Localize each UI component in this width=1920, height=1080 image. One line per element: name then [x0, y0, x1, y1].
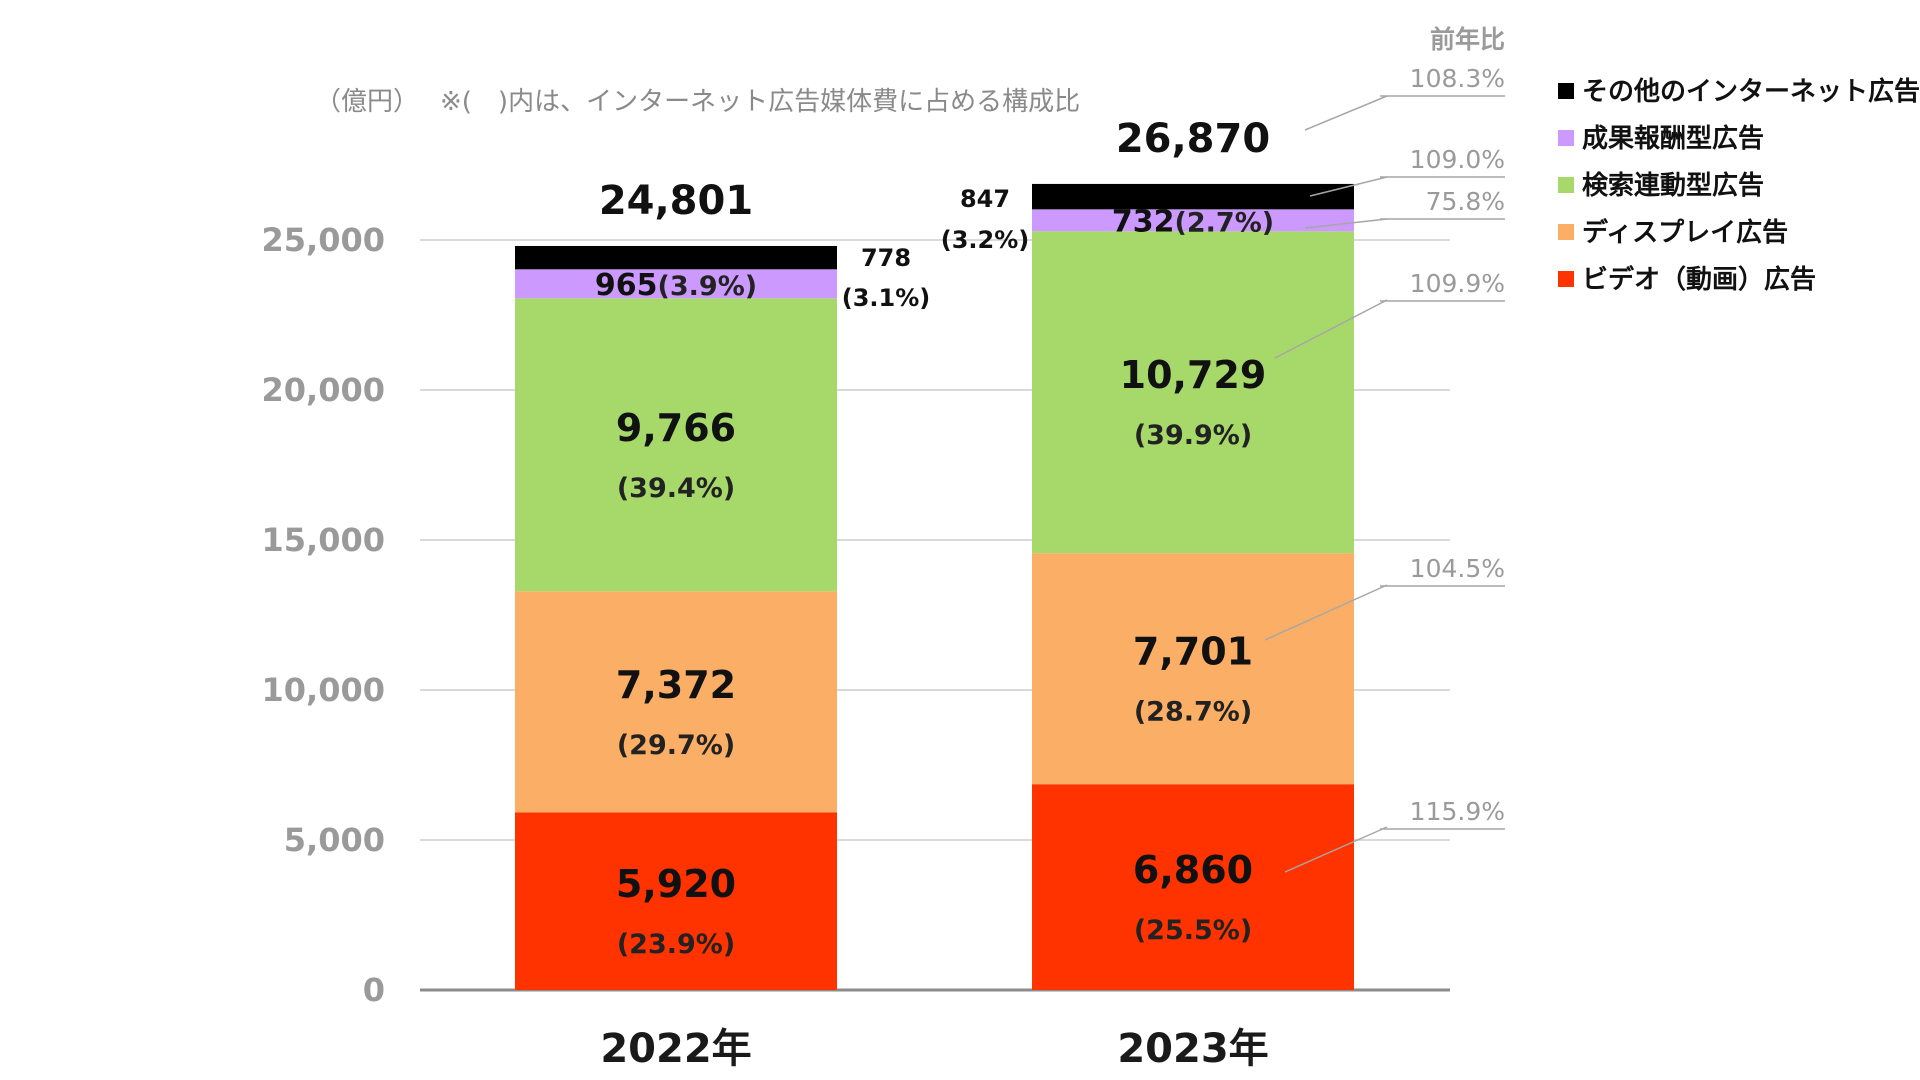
bars: [515, 183, 1354, 990]
value-label: 7,372: [616, 663, 736, 707]
yoy-leader-line: [1274, 299, 1388, 359]
bar-segment: [1032, 553, 1354, 785]
percent-label: (3.1%): [842, 284, 931, 312]
x-category-label: 2022年: [600, 1026, 751, 1072]
legend-label: ビデオ（動画）広告: [1582, 264, 1816, 295]
yoy-leader-line: [1309, 176, 1388, 197]
percent-label: (29.7%): [617, 730, 735, 761]
legend-label: その他のインターネット広告: [1582, 76, 1920, 107]
yoy-leader-line: [1284, 826, 1388, 873]
y-tick-label: 10,000: [262, 671, 385, 709]
y-tick-label: 5,000: [284, 821, 385, 859]
yoy-leader-line: [1304, 218, 1388, 229]
legend-swatch: [1558, 271, 1574, 287]
percent-label: (39.9%): [1134, 420, 1252, 451]
percent-label: (25.5%): [1134, 915, 1252, 946]
value-label: 965(3.9%): [595, 268, 757, 303]
value-label: 5,920: [616, 862, 736, 906]
bar-segment: [1032, 784, 1354, 990]
yoy-label: 75.8%: [1426, 187, 1505, 216]
legend-swatch: [1558, 83, 1574, 99]
bar-segment: [1032, 183, 1354, 210]
bar-segment: [1032, 209, 1354, 232]
yoy-label: 109.0%: [1410, 145, 1505, 174]
total-label: 24,801: [599, 178, 753, 224]
bar-segment: [515, 298, 837, 592]
legend-label: ディスプレイ広告: [1582, 217, 1788, 248]
value-label: 847: [960, 185, 1010, 213]
chart-note: ※( )内は、インターネット広告媒体費に占める構成比: [440, 87, 1080, 117]
legend-label: 成果報酬型広告: [1582, 123, 1764, 154]
legend: その他のインターネット広告成果報酬型広告検索連動型広告ディスプレイ広告ビデオ（動…: [1558, 76, 1920, 295]
yoy-header: 前年比: [1430, 25, 1505, 54]
yoy-label: 109.9%: [1410, 269, 1505, 298]
value-label: 732(2.7%): [1112, 204, 1274, 239]
value-label: 7,701: [1133, 630, 1253, 674]
yoy-label: 115.9%: [1410, 797, 1505, 826]
yoy-annotations: 108.3% 109.0% 75.8% 109.9% 104.5% 115.9%: [1264, 64, 1505, 873]
unit-label: （億円）: [315, 87, 419, 117]
bar-segment: [515, 269, 837, 299]
yoy-label: 104.5%: [1410, 554, 1505, 583]
value-label: 778: [861, 244, 911, 272]
y-tick-label: 0: [363, 971, 385, 1009]
bar-segment: [515, 245, 837, 270]
legend-swatch: [1558, 177, 1574, 193]
percent-label: (23.9%): [617, 929, 735, 960]
total-label: 26,870: [1116, 116, 1270, 162]
legend-swatch: [1558, 130, 1574, 146]
percent-label: (28.7%): [1134, 697, 1252, 728]
y-tick-label: 20,000: [262, 371, 385, 409]
y-tick-label: 15,000: [262, 521, 385, 559]
legend-swatch: [1558, 224, 1574, 240]
yoy-leader-line: [1304, 95, 1388, 131]
y-tick-label: 25,000: [262, 221, 385, 259]
value-label: 10,729: [1120, 353, 1267, 397]
legend-label: 検索連動型広告: [1582, 170, 1764, 201]
value-label: 6,860: [1133, 848, 1253, 892]
percent-label: (3.2%): [941, 226, 1030, 254]
bar-segment: [1032, 231, 1354, 554]
percent-label: (39.4%): [617, 473, 735, 504]
yoy-leader-line: [1264, 584, 1388, 641]
data-labels: 2022年 24,801 2023年 26,870 5,920 (23.9%) 6,860 (…: [595, 116, 1274, 1072]
yoy-label: 108.3%: [1410, 64, 1505, 93]
value-label: 9,766: [616, 406, 736, 450]
bar-segment: [515, 591, 837, 813]
x-category-label: 2023年: [1117, 1026, 1268, 1072]
bar-segment: [515, 812, 837, 990]
